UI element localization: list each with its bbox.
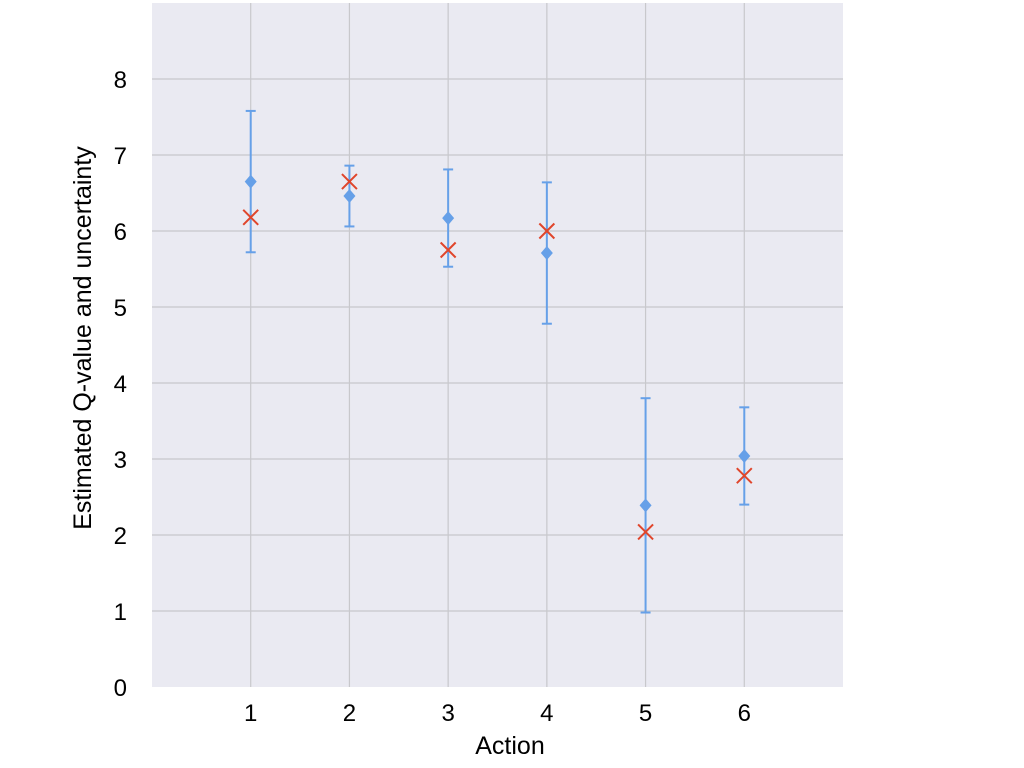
y-axis-title: Estimated Q-value and uncertainty: [69, 146, 97, 530]
x-tick-label-2: 2: [343, 700, 356, 727]
true-value-x-2: [341, 173, 358, 190]
estimate-diamond-4: [540, 246, 553, 261]
tick-labels: 1 2 3 4 5 6 0 1 2 3 4 5 6 7 8: [114, 67, 751, 727]
estimate-diamond-5: [639, 498, 652, 513]
x-stroke-b: [736, 467, 753, 484]
estimate-diamond-6: [738, 448, 751, 463]
markers: [242, 173, 753, 541]
true-value-x-6: [736, 467, 753, 484]
x-tick-label-4: 4: [540, 700, 553, 727]
y-tick-label-4: 4: [114, 371, 127, 398]
y-tick-label-3: 3: [114, 447, 127, 474]
x-tick-label-1: 1: [244, 700, 257, 727]
x-tick-label-3: 3: [441, 700, 454, 727]
y-tick-label-2: 2: [114, 523, 127, 550]
x-stroke-b: [637, 523, 654, 541]
true-value-x-5: [637, 523, 654, 541]
x-stroke-b: [341, 173, 358, 190]
x-stroke-b: [439, 241, 457, 259]
plot-area: [152, 3, 843, 687]
x-axis-title: Action: [475, 732, 544, 760]
true-value-x-1: [242, 209, 259, 226]
y-tick-label-6: 6: [114, 219, 127, 246]
estimate-diamond-3: [442, 211, 455, 226]
true-value-x-3: [439, 241, 457, 259]
x-stroke-b: [538, 222, 556, 240]
y-tick-label-0: 0: [114, 675, 127, 702]
grid: [152, 3, 843, 687]
estimate-diamond-2: [343, 189, 356, 204]
estimate-diamond-1: [244, 174, 257, 189]
y-tick-label-5: 5: [114, 295, 127, 322]
y-tick-label-7: 7: [114, 143, 127, 170]
y-tick-label-1: 1: [114, 599, 127, 626]
true-value-x-4: [538, 222, 556, 240]
y-tick-label-8: 8: [114, 67, 127, 94]
x-tick-label-5: 5: [639, 700, 652, 727]
x-stroke-b: [242, 209, 259, 226]
x-tick-label-6: 6: [738, 700, 751, 727]
